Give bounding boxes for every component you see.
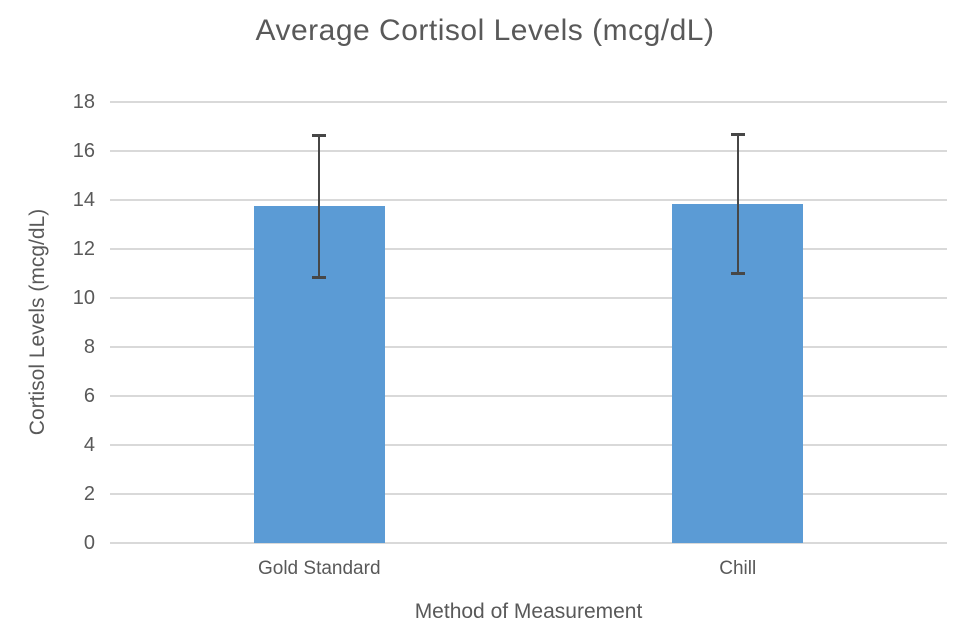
gridline bbox=[110, 346, 947, 348]
y-tick-label: 0 bbox=[83, 532, 95, 554]
y-tick-label: 6 bbox=[83, 385, 95, 407]
y-tick-label: 4 bbox=[83, 434, 95, 456]
error-bar-cap-bottom bbox=[730, 271, 745, 275]
error-bar-cap-top bbox=[730, 132, 745, 136]
x-axis-title: Method of Measurement bbox=[414, 600, 643, 623]
gridline bbox=[110, 395, 947, 397]
error-bar-line bbox=[736, 133, 739, 274]
y-tick-label: 14 bbox=[72, 189, 95, 211]
y-tick-label: 10 bbox=[72, 287, 95, 309]
gridline bbox=[110, 199, 947, 201]
y-tick-label: 18 bbox=[72, 91, 95, 113]
y-tick-label: 12 bbox=[72, 238, 95, 260]
y-tick-label: 2 bbox=[83, 483, 95, 505]
error-bar-cap-bottom bbox=[312, 276, 327, 280]
gridline bbox=[110, 150, 947, 152]
error-bar-line bbox=[318, 135, 321, 279]
x-category-label: Gold Standard bbox=[257, 558, 381, 579]
gridline bbox=[110, 297, 947, 299]
error-bar-cap-top bbox=[312, 134, 327, 138]
gridline bbox=[110, 248, 947, 250]
gridline bbox=[110, 493, 947, 495]
x-axis-line bbox=[110, 542, 947, 544]
gridline bbox=[110, 101, 947, 103]
y-tick-label: 8 bbox=[83, 336, 95, 358]
plot-area bbox=[110, 101, 947, 544]
x-category-label: Chill bbox=[719, 558, 757, 579]
gridline bbox=[110, 444, 947, 446]
chart-title: Average Cortisol Levels (mcg/dL) bbox=[255, 14, 715, 47]
y-tick-label: 16 bbox=[72, 140, 95, 162]
